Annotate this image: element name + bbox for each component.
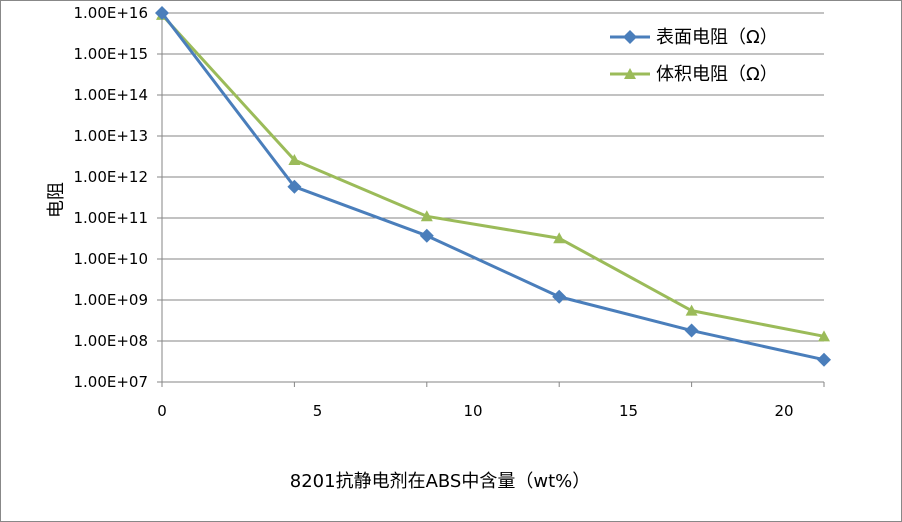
legend-marker xyxy=(624,68,636,79)
y-axis-title: 电阻 xyxy=(46,182,67,218)
x-tick-label: 5 xyxy=(313,402,323,420)
y-tick-labels: 1.00E+07 1.00E+08 1.00E+09 1.00E+10 1.00E+11… xyxy=(73,4,148,391)
data-point xyxy=(553,232,566,244)
x-tick-label: 15 xyxy=(619,402,638,420)
legend-item: 表面电阻（Ω） xyxy=(610,27,778,48)
y-tick-label: 1.00E+15 xyxy=(73,45,148,63)
data-point xyxy=(287,179,302,194)
grid-lines xyxy=(162,12,824,342)
data-point xyxy=(817,352,831,367)
data-point xyxy=(419,228,434,243)
x-tick-label: 10 xyxy=(463,402,482,420)
legend: 表面电阻（Ω） 体积电阻（Ω） xyxy=(610,27,778,85)
x-tick-label: 20 xyxy=(774,402,793,420)
data-point xyxy=(684,323,699,338)
data-point xyxy=(552,289,567,304)
series-group xyxy=(155,6,831,367)
legend-label: 体积电阻（Ω） xyxy=(656,64,778,85)
data-point xyxy=(288,153,301,165)
y-tick-label: 1.00E+07 xyxy=(73,373,148,391)
y-tick-label: 1.00E+12 xyxy=(73,168,148,186)
y-tick-label: 1.00E+11 xyxy=(73,209,148,227)
data-point xyxy=(685,304,698,316)
y-tick-label: 1.00E+08 xyxy=(73,332,148,350)
data-point xyxy=(818,330,830,342)
y-tick-label: 1.00E+16 xyxy=(73,4,148,22)
x-tick-labels: 0 5 10 15 20 xyxy=(157,402,793,420)
y-tick-label: 1.00E+10 xyxy=(73,250,148,268)
x-tick-label: 0 xyxy=(157,402,167,420)
legend-label: 表面电阻（Ω） xyxy=(656,27,778,48)
x-axis-title: 8201抗静电剂在ABS中含量（wt%） xyxy=(290,471,590,492)
data-point xyxy=(155,6,169,20)
legend-marker xyxy=(623,30,637,44)
series-line xyxy=(160,13,825,338)
series-triangle xyxy=(156,8,830,342)
data-point xyxy=(420,210,433,222)
legend-item: 体积电阻（Ω） xyxy=(610,64,778,85)
y-tick-label: 1.00E+13 xyxy=(73,127,148,145)
series-diamond xyxy=(155,6,831,367)
series-line xyxy=(160,12,825,362)
y-tick-label: 1.00E+14 xyxy=(73,86,148,104)
y-tick-label: 1.00E+09 xyxy=(73,291,148,309)
